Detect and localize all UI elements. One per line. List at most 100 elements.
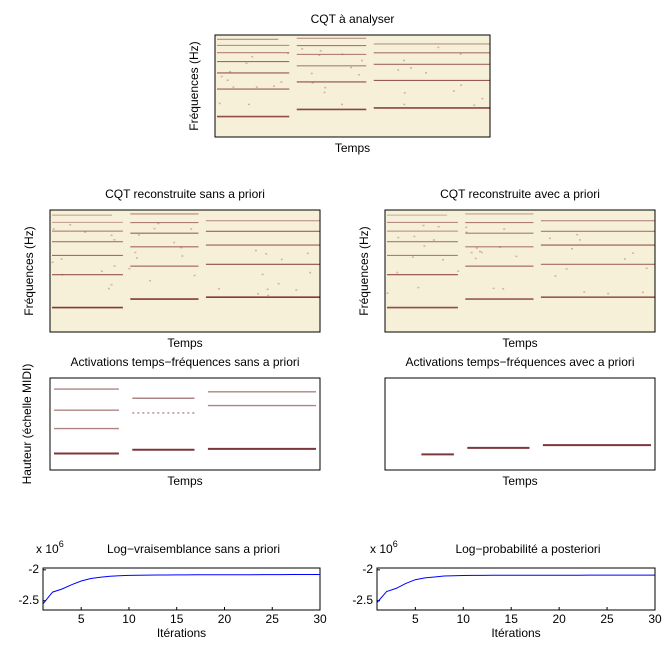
spectrogram-noise [266, 288, 269, 291]
spectrogram-noise [100, 270, 103, 273]
spectrogram-noise [499, 246, 502, 248]
spectrogram-noise [474, 257, 477, 260]
x-tick-label: 10 [122, 612, 136, 626]
activation-image [385, 378, 655, 470]
panel-title: CQT reconstruite avec a priori [440, 187, 600, 201]
spectrogram-noise [135, 257, 138, 259]
spectrogram-noise [173, 241, 176, 244]
spectrogram-noise [413, 235, 416, 238]
spectrogram-noise [459, 53, 462, 55]
panel-title: Activations temps−fréquences sans a prio… [70, 355, 299, 369]
spectrogram-noise [137, 234, 140, 236]
axes-frame [376, 567, 656, 611]
spectrogram-noise [396, 271, 399, 274]
spectrogram-noise [357, 74, 360, 76]
spectrogram-noise [548, 237, 551, 240]
y-axis-label: Fréquences (Hz) [187, 41, 201, 130]
spectrogram-noise [492, 287, 495, 290]
spectrogram-noise [423, 245, 426, 247]
x-tick-label: 15 [170, 612, 184, 626]
axes-frame [42, 567, 321, 611]
spectrogram-noise [217, 288, 220, 290]
spectrogram-noise [257, 292, 260, 295]
spectrogram-noise [323, 91, 326, 94]
spectrogram-noise [422, 224, 425, 227]
spectrogram-noise [69, 223, 72, 226]
spectrogram-image [215, 35, 490, 137]
spectrogram-noise [478, 250, 481, 253]
y-offset-label: x 106 [370, 539, 398, 556]
y-tick-label: -2 [362, 562, 373, 576]
spectrogram-noise [442, 258, 445, 261]
spectrogram-noise [273, 85, 276, 87]
activation-image [50, 378, 320, 470]
x-tick-label: 5 [412, 612, 419, 626]
spectrogram-noise [457, 270, 460, 272]
spectrogram-noise [410, 67, 413, 69]
spectrogram-noise [180, 246, 183, 249]
spectrogram-noise [181, 255, 184, 257]
spectrogram-noise [113, 239, 116, 241]
spectrogram-noise [251, 55, 254, 58]
spectrogram-noise [641, 291, 644, 294]
y-tick-label: -2 [28, 562, 39, 576]
spectrogram-noise [277, 282, 280, 285]
spectrogram-noise [149, 280, 152, 282]
spectrogram-noise [350, 66, 353, 69]
spectrogram-noise [386, 292, 389, 294]
axes-background [377, 568, 655, 610]
spectrogram-noise [402, 59, 405, 62]
spectrogram-noise [341, 53, 344, 56]
spectrogram-noise [515, 255, 518, 258]
x-tick-label: 20 [218, 612, 232, 626]
panel-title: Log−probabilité a posteriori [455, 542, 600, 556]
spectrogram-noise [226, 79, 229, 81]
spectrogram-noise [341, 103, 344, 106]
spectrogram-noise [623, 258, 626, 260]
spectrogram-noise [480, 251, 483, 254]
spectrogram-noise [232, 86, 235, 88]
spectrogram-noise [309, 271, 312, 274]
x-axis-label: Temps [335, 141, 370, 155]
panel-title: Log−vraisemblance sans a priori [107, 542, 280, 556]
spectrogram-noise [113, 265, 116, 267]
spectrogram-noise [437, 225, 440, 228]
axes-frame [49, 209, 321, 333]
spectrogram-noise [193, 274, 196, 277]
x-tick-label: 15 [505, 612, 519, 626]
spectrogram-noise [220, 75, 223, 78]
spectrogram-noise [247, 103, 250, 106]
y-offset-exponent: 6 [393, 539, 398, 549]
spectrogram-noise [578, 239, 581, 241]
y-axis-label: Fréquences (Hz) [357, 226, 371, 315]
spectrogram-noise [318, 54, 321, 57]
spectrogram-noise [190, 228, 193, 230]
y-axis-label: Fréquences (Hz) [22, 226, 36, 315]
spectrogram-noise [306, 252, 309, 255]
spectrogram-noise [280, 81, 283, 83]
spectrogram-noise [110, 283, 113, 286]
panel-title: CQT à analyser [311, 12, 395, 26]
spectrogram-noise [452, 90, 455, 92]
spectrogram-noise [245, 62, 248, 65]
spectrogram-noise [417, 286, 420, 289]
spectrogram-noise [397, 236, 400, 239]
x-tick-label: 30 [648, 612, 662, 626]
spectrogram-noise [134, 251, 137, 254]
spectrogram-noise [481, 97, 484, 100]
spectrogram-noise [460, 84, 463, 86]
spectrogram-noise [265, 253, 268, 255]
spectrogram-noise [287, 52, 290, 55]
spectrogram-noise [267, 294, 270, 297]
spectrogram-noise [632, 252, 635, 254]
spectrogram-noise [411, 256, 414, 258]
axes-frame [384, 377, 656, 471]
spectrogram-noise [51, 261, 54, 264]
spectrogram-noise [432, 239, 435, 241]
spectrogram-noise [403, 103, 406, 106]
spectrogram-noise [403, 92, 406, 94]
spectrogram-noise [583, 291, 586, 293]
spectrogram-noise [437, 46, 440, 49]
spectrogram-noise [254, 249, 257, 252]
